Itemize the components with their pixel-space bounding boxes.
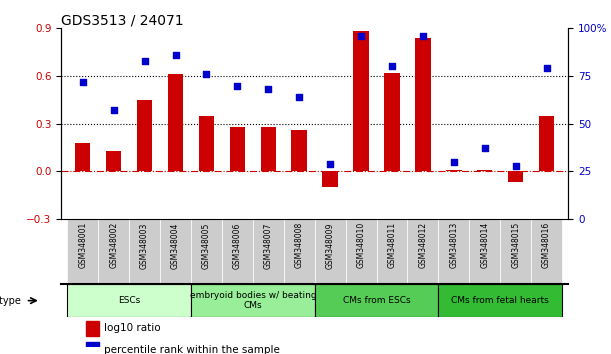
Text: GSM348002: GSM348002 bbox=[109, 222, 118, 268]
Point bbox=[418, 33, 428, 39]
Text: CMs from fetal hearts: CMs from fetal hearts bbox=[452, 296, 549, 305]
Bar bbox=[323, 171, 338, 187]
Text: GSM348012: GSM348012 bbox=[419, 222, 427, 268]
Bar bbox=[199, 116, 214, 171]
Point bbox=[356, 33, 366, 39]
Bar bbox=[384, 73, 400, 171]
Text: GSM348005: GSM348005 bbox=[202, 222, 211, 269]
Bar bbox=[446, 170, 461, 171]
Text: GSM348010: GSM348010 bbox=[357, 222, 365, 268]
Point bbox=[109, 108, 119, 113]
Bar bbox=[353, 32, 369, 171]
Bar bbox=[230, 127, 245, 171]
Bar bbox=[168, 74, 183, 171]
Point bbox=[263, 86, 273, 92]
Point bbox=[78, 79, 87, 85]
Text: GSM348014: GSM348014 bbox=[480, 222, 489, 268]
FancyBboxPatch shape bbox=[469, 219, 500, 284]
Bar bbox=[106, 151, 122, 171]
FancyBboxPatch shape bbox=[438, 284, 562, 317]
Bar bbox=[87, 321, 99, 336]
Bar bbox=[477, 170, 492, 171]
Text: cell type: cell type bbox=[0, 296, 21, 306]
FancyBboxPatch shape bbox=[315, 219, 346, 284]
Point bbox=[542, 65, 552, 71]
FancyBboxPatch shape bbox=[98, 219, 129, 284]
FancyBboxPatch shape bbox=[315, 284, 438, 317]
Text: GSM348008: GSM348008 bbox=[295, 222, 304, 268]
Point bbox=[511, 163, 521, 169]
FancyBboxPatch shape bbox=[129, 219, 160, 284]
FancyBboxPatch shape bbox=[191, 219, 222, 284]
Point bbox=[140, 58, 150, 64]
Point bbox=[170, 52, 180, 58]
FancyBboxPatch shape bbox=[253, 219, 284, 284]
Bar bbox=[75, 143, 90, 171]
Bar bbox=[415, 38, 431, 171]
Bar bbox=[539, 116, 554, 171]
FancyBboxPatch shape bbox=[191, 284, 315, 317]
Point bbox=[480, 145, 489, 151]
Text: GSM348009: GSM348009 bbox=[326, 222, 335, 269]
Text: GSM348016: GSM348016 bbox=[542, 222, 551, 268]
Text: GSM348007: GSM348007 bbox=[264, 222, 273, 269]
FancyBboxPatch shape bbox=[222, 219, 253, 284]
Bar bbox=[137, 100, 152, 171]
Bar bbox=[508, 171, 524, 182]
Text: GSM348015: GSM348015 bbox=[511, 222, 520, 268]
Text: embryoid bodies w/ beating
CMs: embryoid bodies w/ beating CMs bbox=[189, 291, 316, 310]
Text: GSM348003: GSM348003 bbox=[140, 222, 149, 269]
FancyBboxPatch shape bbox=[284, 219, 315, 284]
Bar bbox=[260, 127, 276, 171]
Text: GSM348006: GSM348006 bbox=[233, 222, 242, 269]
FancyBboxPatch shape bbox=[438, 219, 469, 284]
Bar bbox=[87, 342, 99, 354]
FancyBboxPatch shape bbox=[408, 219, 438, 284]
Text: percentile rank within the sample: percentile rank within the sample bbox=[104, 345, 280, 354]
Text: ESCs: ESCs bbox=[118, 296, 141, 305]
FancyBboxPatch shape bbox=[160, 219, 191, 284]
Text: GSM348013: GSM348013 bbox=[449, 222, 458, 268]
Point bbox=[295, 94, 304, 100]
Text: log10 ratio: log10 ratio bbox=[104, 323, 161, 333]
Text: GDS3513 / 24071: GDS3513 / 24071 bbox=[61, 13, 184, 27]
Text: GSM348001: GSM348001 bbox=[78, 222, 87, 268]
FancyBboxPatch shape bbox=[376, 219, 408, 284]
Text: GSM348004: GSM348004 bbox=[171, 222, 180, 269]
Point bbox=[202, 71, 211, 77]
FancyBboxPatch shape bbox=[346, 219, 376, 284]
FancyBboxPatch shape bbox=[67, 284, 191, 317]
Bar bbox=[291, 130, 307, 171]
Point bbox=[449, 159, 459, 165]
Point bbox=[325, 161, 335, 166]
FancyBboxPatch shape bbox=[500, 219, 531, 284]
Point bbox=[387, 64, 397, 69]
Point bbox=[232, 83, 242, 88]
Text: GSM348011: GSM348011 bbox=[387, 222, 397, 268]
Text: CMs from ESCs: CMs from ESCs bbox=[343, 296, 411, 305]
FancyBboxPatch shape bbox=[67, 219, 98, 284]
FancyBboxPatch shape bbox=[531, 219, 562, 284]
